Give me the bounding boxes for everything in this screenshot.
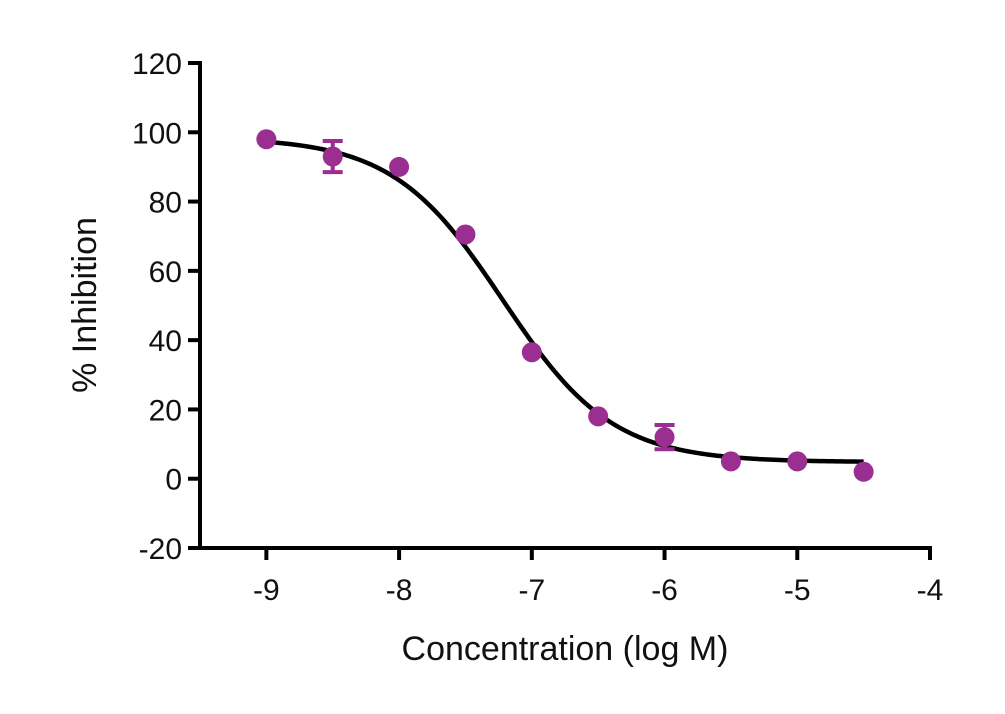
ticks: -9 -8 -7 -6 -5 -4 -20 0 20 40 60 80 100 120 bbox=[132, 48, 943, 607]
axes bbox=[198, 61, 932, 550]
x-tick-label: -7 bbox=[518, 574, 545, 607]
y-tick-label: 40 bbox=[149, 325, 182, 358]
y-tick-label: 0 bbox=[165, 464, 182, 497]
x-tick-label: -8 bbox=[386, 574, 413, 607]
y-tick-label: 20 bbox=[149, 394, 182, 427]
x-tick-label: -5 bbox=[784, 574, 811, 607]
x-tick-label: -6 bbox=[651, 574, 678, 607]
data-point bbox=[787, 451, 808, 472]
x-axis-title: Concentration (log M) bbox=[402, 630, 729, 668]
y-tick-label: 60 bbox=[149, 256, 182, 289]
data-point bbox=[654, 427, 675, 448]
x-tick-label: -9 bbox=[253, 574, 280, 607]
y-tick-label: -20 bbox=[139, 533, 182, 566]
x-tick-label: -4 bbox=[917, 574, 944, 607]
y-tick-label: 100 bbox=[132, 117, 182, 150]
data-point bbox=[455, 224, 476, 245]
data-points bbox=[256, 129, 874, 482]
y-tick-label: 80 bbox=[149, 187, 182, 220]
data-point bbox=[389, 156, 410, 177]
data-point bbox=[256, 129, 277, 150]
data-point bbox=[521, 342, 542, 363]
fit-curve bbox=[266, 139, 864, 464]
data-point bbox=[588, 406, 609, 427]
data-point bbox=[322, 146, 343, 167]
data-point bbox=[720, 451, 741, 472]
y-axis-title: % Inhibition bbox=[66, 217, 104, 393]
data-point bbox=[853, 461, 874, 482]
y-tick-label: 120 bbox=[132, 48, 182, 81]
